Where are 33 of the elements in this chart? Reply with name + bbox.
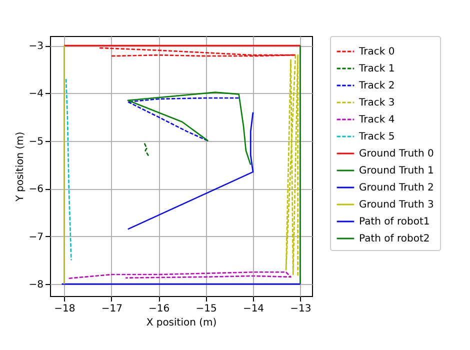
y-tick-label: −7 — [28, 232, 44, 243]
legend-label: Track 3 — [358, 98, 395, 108]
x-tick-label: −18 — [54, 304, 76, 314]
legend-label: Track 1 — [358, 64, 395, 74]
legend-label: Ground Truth 1 — [359, 166, 434, 176]
legend-label: Path of robot2 — [359, 234, 430, 244]
legend-label: Ground Truth 0 — [359, 148, 434, 160]
x-tick-label: −13 — [290, 304, 312, 314]
line-series — [127, 97, 240, 142]
legend-label: Ground Truth 2 — [359, 182, 434, 194]
y-axis-title: Y position (m) — [14, 132, 26, 202]
legend-label: Track 2 — [358, 80, 395, 92]
legend-label: Ground Truth 3 — [359, 200, 434, 210]
line-series — [127, 92, 252, 166]
x-axis-title: X position (m) — [146, 318, 217, 328]
y-tick-label: −5 — [28, 136, 44, 148]
line-series — [68, 271, 292, 279]
y-tick-label: −6 — [28, 184, 44, 196]
legend-label: Path of robot1 — [359, 216, 430, 228]
line-series — [127, 112, 254, 230]
x-tick-label: −17 — [101, 304, 122, 314]
legend-label: Track 0 — [358, 46, 395, 58]
line-series — [65, 78, 72, 261]
x-tick-label: −15 — [196, 304, 217, 314]
y-tick-label: −3 — [28, 41, 44, 52]
line-series — [285, 54, 298, 278]
line-series — [144, 142, 149, 156]
x-tick-label: −14 — [242, 304, 264, 314]
x-tick-label: −16 — [148, 304, 170, 314]
y-tick-label: −4 — [28, 88, 44, 100]
legend-label: Track 4 — [358, 114, 395, 126]
legend-label: Track 5 — [358, 132, 395, 142]
y-tick-label: −8 — [28, 280, 44, 291]
